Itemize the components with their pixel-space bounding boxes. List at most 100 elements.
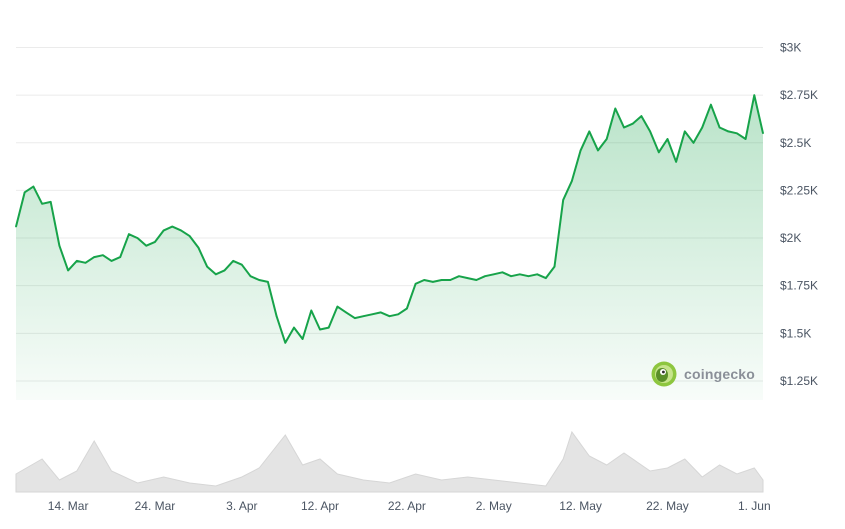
price-point xyxy=(414,283,417,285)
coingecko-watermark: coingecko xyxy=(651,361,755,387)
price-point xyxy=(423,279,426,281)
price-point xyxy=(232,260,234,262)
price-point xyxy=(319,328,321,331)
x-tick-label: 12. Apr xyxy=(301,499,339,513)
price-point xyxy=(440,279,443,281)
price-point xyxy=(223,269,226,272)
x-tick-label: 22. May xyxy=(646,499,689,513)
price-point xyxy=(701,126,703,129)
price-point xyxy=(588,130,591,133)
price-point xyxy=(215,273,217,276)
price-point xyxy=(744,138,747,140)
price-point xyxy=(49,201,52,203)
price-point xyxy=(180,229,182,232)
price-point xyxy=(597,149,599,152)
price-point xyxy=(432,281,434,283)
price-point xyxy=(484,275,486,278)
price-point xyxy=(527,275,530,278)
x-tick-label: 24. Mar xyxy=(135,499,176,513)
price-point xyxy=(119,256,121,258)
price-point xyxy=(397,313,400,316)
price-point xyxy=(67,269,69,272)
price-point xyxy=(388,315,391,318)
price-point xyxy=(380,311,382,314)
x-tick-label: 22. Apr xyxy=(388,499,426,513)
price-point xyxy=(510,275,512,278)
price-point xyxy=(32,185,35,188)
price-point xyxy=(136,237,139,239)
price-point xyxy=(171,225,174,228)
y-tick-label: $2K xyxy=(780,231,801,245)
price-point xyxy=(718,126,721,129)
price-area-fill xyxy=(16,95,763,400)
price-point xyxy=(284,342,287,344)
price-point xyxy=(614,107,617,110)
price-point xyxy=(519,273,521,276)
x-tick-label: 14. Mar xyxy=(48,499,89,513)
price-point xyxy=(162,229,165,232)
price-point xyxy=(362,315,365,318)
price-point xyxy=(102,254,104,256)
price-point xyxy=(736,132,738,135)
y-tick-label: $2.75K xyxy=(780,88,818,102)
price-point xyxy=(605,138,608,140)
price-point xyxy=(553,265,556,268)
price-point xyxy=(128,233,130,235)
price-line xyxy=(15,94,764,344)
x-tick-label: 2. May xyxy=(476,499,512,513)
price-point xyxy=(84,262,87,264)
price-point xyxy=(666,138,669,140)
price-point xyxy=(258,279,261,281)
price-point xyxy=(727,130,730,133)
price-point xyxy=(406,307,408,310)
price-point xyxy=(675,161,677,163)
price-point xyxy=(536,273,538,276)
price-point xyxy=(310,309,313,312)
price-point xyxy=(345,311,347,314)
price-point xyxy=(449,279,452,281)
y-tick-label: $1.25K xyxy=(780,374,818,388)
price-point xyxy=(579,149,582,152)
price-point xyxy=(145,244,148,247)
price-point xyxy=(753,94,756,96)
y-tick-label: $1.75K xyxy=(780,279,818,293)
price-point xyxy=(41,203,43,205)
price-point xyxy=(475,279,478,281)
price-point xyxy=(327,326,330,329)
price-point xyxy=(501,271,504,274)
price-point xyxy=(692,142,695,144)
price-point xyxy=(197,246,200,249)
price-point xyxy=(640,115,643,117)
x-axis-ticks: 14. Mar 24. Mar 3. Apr 12. Apr 22. Apr 2. May… xyxy=(48,499,771,513)
price-point xyxy=(658,151,660,154)
price-point xyxy=(76,260,78,262)
price-point xyxy=(649,130,651,133)
price-point xyxy=(301,338,304,340)
y-tick-label: $2.25K xyxy=(780,183,818,197)
price-point xyxy=(458,275,460,278)
price-point xyxy=(154,241,156,243)
gecko-logo-icon xyxy=(651,361,677,387)
price-point xyxy=(93,256,95,258)
price-point xyxy=(466,277,469,279)
x-tick-label: 3. Apr xyxy=(226,499,257,513)
volume-area xyxy=(15,430,764,493)
x-tick-label: 12. May xyxy=(559,499,602,513)
price-point xyxy=(684,130,686,133)
price-point xyxy=(206,265,208,268)
price-point xyxy=(336,305,339,308)
price-point xyxy=(545,277,547,279)
y-tick-label: $2.5K xyxy=(780,136,811,150)
price-point xyxy=(110,260,113,262)
x-tick-label: 1. Jun xyxy=(738,499,771,513)
price-point xyxy=(15,225,17,228)
y-axis-ticks: $3K $2.75K $2.5K $2.25K $2K $1.75K $1.5K $1.25K xyxy=(780,41,818,388)
price-point xyxy=(23,191,26,194)
price-point xyxy=(762,132,764,135)
price-point xyxy=(354,317,356,319)
price-point xyxy=(58,244,61,247)
price-point xyxy=(275,315,278,318)
price-point xyxy=(249,275,252,278)
watermark-brand: coingecko xyxy=(684,366,756,382)
